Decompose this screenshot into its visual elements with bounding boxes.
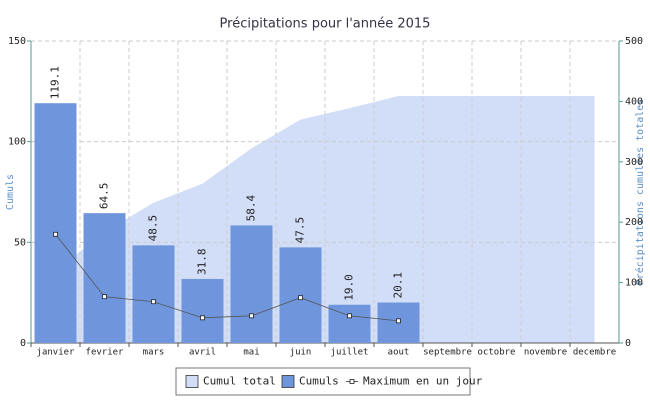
y-axis-label: Cumuls — [5, 174, 16, 210]
bar — [132, 245, 175, 343]
x-tick-label: novembre — [524, 348, 567, 358]
x-tick-label: juin — [290, 348, 312, 358]
x-tick-label: mars — [143, 348, 165, 358]
line-marker — [298, 295, 303, 301]
x-tick-label: janvier — [37, 348, 76, 358]
bar — [328, 304, 371, 343]
x-tick-label: juillet — [331, 348, 369, 358]
y2-tick-label: 100 — [625, 278, 643, 289]
line-marker — [102, 294, 107, 300]
bar — [230, 225, 273, 343]
line-marker — [53, 231, 58, 237]
bar — [34, 103, 77, 343]
x-tick-label: avril — [189, 348, 216, 358]
line-marker — [200, 315, 205, 321]
y-tick-label: 50 — [14, 237, 26, 248]
x-tick-label: fevrier — [86, 348, 125, 358]
x-tick-label: octobre — [478, 348, 516, 358]
data-label: 19.0 — [343, 274, 356, 301]
bar — [279, 247, 322, 343]
y-tick-label: 150 — [8, 36, 26, 47]
data-label: 64.5 — [98, 183, 111, 210]
line-marker — [151, 299, 156, 305]
data-label: 31.8 — [196, 248, 209, 275]
legend-swatch — [281, 375, 295, 388]
y2-tick-label: 0 — [625, 338, 631, 349]
chart-title: Précipitations pour l'année 2015 — [220, 17, 431, 32]
y-tick-label: 0 — [20, 338, 26, 349]
y2-tick-label: 200 — [625, 217, 643, 228]
data-label: 20.1 — [392, 272, 405, 299]
x-tick-label: decembre — [573, 348, 616, 358]
legend-label: Cumul total — [203, 375, 276, 388]
legend-label: Maximum en un jour — [363, 375, 483, 388]
y2-axis-label: Précipitations cumulées totales — [634, 99, 646, 286]
y2-tick-label: 400 — [625, 96, 643, 107]
line-marker — [396, 318, 401, 324]
y2-tick-label: 500 — [625, 36, 643, 47]
y-tick-label: 100 — [8, 137, 26, 148]
legend-box — [175, 367, 471, 396]
line — [55, 234, 399, 322]
legend-marker — [349, 379, 355, 384]
legend-swatch — [185, 375, 199, 388]
data-label: 48.5 — [147, 215, 160, 242]
y2-tick-label: 300 — [625, 157, 643, 168]
x-tick-label: mai — [243, 348, 259, 358]
x-tick-label: septembre — [423, 348, 472, 358]
data-label: 58.4 — [244, 195, 257, 222]
line-marker — [249, 313, 254, 319]
line-marker — [347, 313, 352, 319]
data-label: 119.1 — [49, 66, 62, 99]
x-tick-label: aout — [388, 348, 410, 358]
bar — [181, 278, 224, 343]
bar — [83, 213, 126, 343]
legend-label: Cumuls — [299, 375, 339, 388]
data-label: 47.5 — [294, 217, 307, 244]
